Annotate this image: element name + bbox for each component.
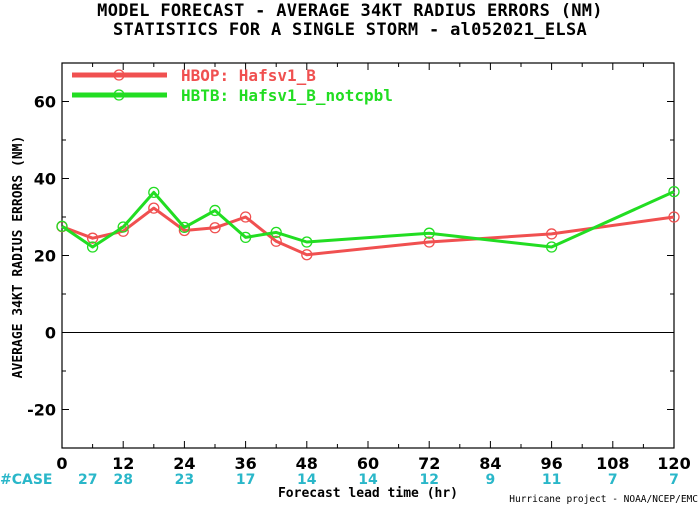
y-tick-label: 40 [34, 170, 56, 189]
data-point-marker [86, 241, 99, 253]
data-point-marker [178, 221, 191, 234]
case-count-label: 28 [113, 472, 132, 488]
x-tick-label: 120 [657, 454, 690, 473]
y-tick-label: 0 [45, 324, 56, 343]
case-count-label: 9 [486, 472, 496, 488]
x-tick-label: 48 [296, 454, 318, 473]
case-label: #CASE [0, 472, 53, 488]
case-count-label: 11 [542, 472, 561, 488]
series-layer [56, 185, 680, 261]
legend-label: HBOP: Hafsv1_B [181, 66, 316, 85]
y-tick-label: 60 [34, 93, 56, 112]
legend-label: HBTB: Hafsv1_B_notcpbl [181, 86, 393, 105]
case-count-label: 23 [175, 472, 194, 488]
x-tick-label: 0 [56, 454, 67, 473]
data-point-marker [301, 236, 313, 248]
case-count-label: 7 [669, 472, 679, 488]
chart-title: MODEL FORECAST - AVERAGE 34KT RADIUS ERR… [97, 1, 603, 21]
x-tick-label: 72 [418, 454, 440, 473]
data-point-marker [239, 211, 252, 223]
x-tick-label: 108 [596, 454, 629, 473]
case-count-label: 7 [608, 472, 618, 488]
data-point-marker [545, 241, 558, 253]
data-point-marker [209, 204, 221, 217]
x-tick-label: 12 [112, 454, 134, 473]
x-tick-label: 84 [479, 454, 501, 473]
legend-marker [113, 69, 125, 81]
case-count-label: 14 [358, 472, 378, 488]
data-point-marker [301, 249, 313, 261]
y-axis-label: AVERAGE 34KT RADIUS ERRORS (NM) [11, 136, 26, 379]
data-point-marker [270, 235, 282, 247]
series-line-2 [61, 190, 675, 249]
data-point-marker [668, 185, 680, 198]
x-tick-label: 24 [173, 454, 195, 473]
plot-frame [61, 62, 675, 449]
series-line-1 [61, 206, 675, 257]
y-tick-label: 20 [34, 247, 56, 266]
data-point-marker [423, 236, 435, 248]
chart-subtitle: STATISTICS FOR A SINGLE STORM - al052021… [112, 20, 588, 40]
data-point-marker [56, 220, 68, 232]
legend-marker [113, 89, 125, 101]
data-point-marker [209, 222, 221, 234]
case-count-label: 27 [78, 472, 97, 488]
case-count-label: 14 [297, 472, 317, 488]
data-point-marker [668, 211, 680, 223]
case-count-label: 12 [419, 472, 438, 488]
data-point-marker [148, 202, 160, 214]
axis-ticks: -200204060027122824233617481460147212849… [27, 62, 691, 488]
data-point-marker [117, 221, 129, 233]
data-point-marker [239, 231, 252, 244]
data-point-marker [86, 232, 99, 244]
case-count-label: 17 [236, 472, 255, 488]
data-point-marker [270, 226, 282, 239]
data-point-marker [423, 227, 435, 239]
x-axis-label: Forecast lead time (hr) [278, 486, 458, 501]
credit-text: Hurricane project - NOAA/NCEP/EMC [509, 494, 698, 505]
x-tick-label: 36 [234, 454, 256, 473]
x-tick-label: 96 [540, 454, 562, 473]
data-point-marker [148, 186, 160, 199]
y-tick-label: -20 [27, 401, 56, 420]
data-point-marker [545, 228, 558, 240]
x-tick-label: 60 [357, 454, 379, 473]
